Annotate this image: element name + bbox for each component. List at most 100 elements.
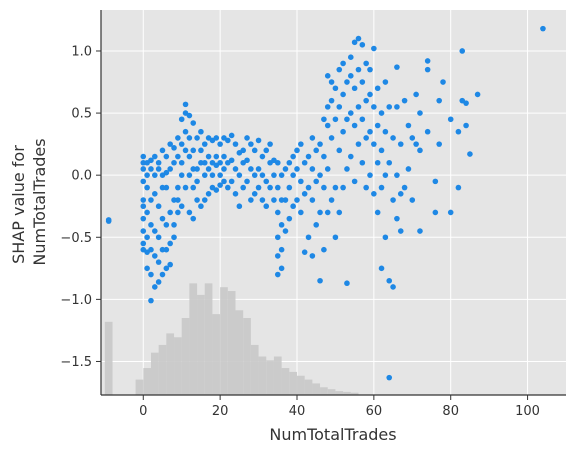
data-point-39 (159, 215, 166, 222)
data-point-120 (228, 178, 235, 185)
data-point-28 (152, 191, 158, 197)
data-point-30 (152, 253, 158, 259)
data-point-45 (163, 222, 170, 228)
data-point-54 (167, 240, 173, 247)
data-point-186 (305, 153, 312, 160)
data-point-42 (159, 246, 166, 253)
data-point-301 (447, 209, 454, 216)
data-point-245 (363, 135, 369, 141)
data-point-5 (140, 159, 147, 166)
data-point-258 (374, 122, 381, 129)
data-point-226 (344, 116, 350, 123)
data-point-12 (144, 184, 150, 191)
histogram-bar-25 (320, 387, 328, 395)
data-point-93 (201, 197, 208, 203)
axes (100, 10, 566, 396)
data-point-19 (148, 297, 154, 304)
data-point-304 (455, 128, 462, 135)
data-point-254 (371, 104, 377, 110)
data-point-173 (290, 203, 296, 210)
data-point-109 (217, 182, 223, 188)
data-point-257 (374, 159, 381, 166)
data-point-204 (324, 166, 331, 172)
data-point-175 (290, 153, 296, 160)
histogram-bar-9 (197, 294, 205, 395)
data-point-3 (140, 197, 147, 203)
data-point-138 (251, 191, 258, 197)
data-point-289 (413, 91, 419, 98)
data-point-79 (186, 153, 193, 160)
data-point-215 (332, 85, 339, 92)
data-point-129 (240, 184, 246, 191)
data-point-143 (255, 137, 262, 144)
data-point-1 (105, 217, 112, 223)
data-point-27 (152, 228, 158, 234)
data-point-299 (436, 141, 442, 147)
x-tick-label-4: 80 (442, 404, 459, 419)
data-point-111 (217, 141, 223, 147)
data-point-287 (409, 135, 416, 141)
data-point-81 (190, 184, 197, 191)
data-point-89 (198, 203, 204, 210)
data-point-73 (182, 101, 189, 108)
data-point-142 (255, 166, 262, 172)
data-point-153 (271, 197, 277, 203)
data-point-26 (152, 284, 158, 290)
x-tick-label-0: 0 (139, 404, 147, 419)
data-point-74 (182, 128, 189, 135)
data-point-297 (432, 209, 439, 216)
data-point-220 (340, 184, 346, 191)
data-point-283 (401, 97, 408, 104)
data-point-229 (347, 110, 354, 116)
data-point-49 (163, 169, 170, 176)
data-point-208 (328, 197, 335, 203)
histogram-bar-12 (220, 287, 228, 395)
data-point-141 (255, 184, 262, 191)
data-point-165 (278, 172, 285, 178)
data-point-298 (436, 97, 442, 104)
data-point-126 (236, 203, 243, 210)
data-point-105 (213, 187, 220, 193)
histogram-bar-4 (158, 344, 167, 395)
data-point-222 (340, 91, 346, 98)
data-point-58 (171, 145, 177, 151)
data-point-4 (140, 215, 147, 222)
data-point-29 (152, 153, 158, 160)
data-point-38 (159, 271, 166, 278)
data-point-159 (274, 184, 281, 191)
data-point-154 (271, 172, 277, 178)
data-point-44 (163, 265, 170, 272)
data-point-214 (332, 116, 339, 123)
data-point-125 (232, 141, 239, 147)
data-point-198 (317, 141, 323, 147)
data-point-270 (386, 159, 393, 166)
data-point-296 (432, 178, 439, 185)
data-point-149 (263, 147, 270, 154)
data-point-87 (194, 135, 200, 141)
data-point-14 (144, 234, 150, 241)
data-point-94 (201, 172, 208, 178)
data-point-308 (463, 122, 469, 129)
data-point-121 (228, 157, 235, 164)
histogram-bar-15 (243, 318, 251, 395)
data-point-256 (374, 209, 381, 216)
data-point-21 (148, 197, 154, 203)
data-point-140 (251, 147, 258, 154)
histogram-bar-20 (281, 368, 290, 395)
data-point-234 (351, 85, 358, 92)
data-point-64 (175, 197, 181, 203)
data-point-210 (328, 97, 335, 104)
data-point-248 (367, 172, 373, 178)
data-point-261 (378, 184, 385, 191)
data-point-172 (286, 159, 293, 166)
histogram-bar-5 (166, 333, 175, 395)
data-point-108 (213, 153, 220, 160)
data-point-180 (298, 178, 304, 185)
data-point-35 (155, 159, 162, 166)
data-point-191 (309, 253, 316, 259)
data-point-134 (244, 135, 250, 141)
data-point-310 (474, 91, 481, 98)
data-point-240 (359, 159, 366, 166)
data-point-247 (363, 60, 369, 67)
data-point-164 (278, 197, 285, 203)
